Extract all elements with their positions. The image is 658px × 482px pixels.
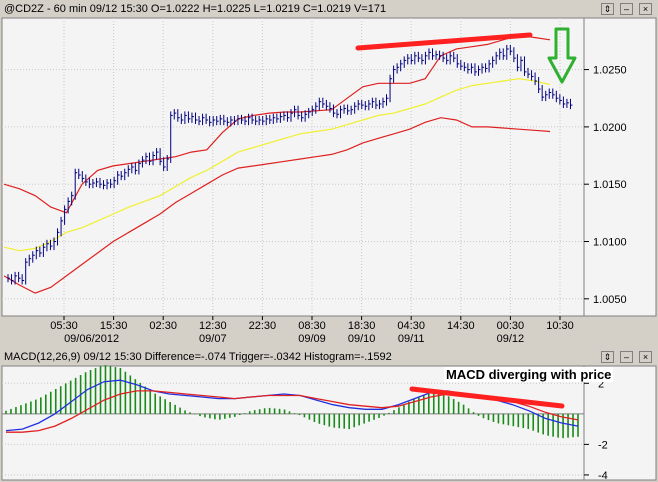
price-y-tick-label: 1.0200 xyxy=(593,122,627,134)
macd-y-tick-label: 2 xyxy=(598,378,604,390)
price-x-tick-label: 15:30 xyxy=(100,320,128,332)
price-bars xyxy=(7,44,573,285)
price-x-tick-label: 14:30 xyxy=(447,320,475,332)
price-x-date-label: 09/06/2012 xyxy=(64,333,119,345)
price-plot-area xyxy=(1,17,585,317)
price-x-tick-label: 05:30 xyxy=(50,320,78,332)
price-panel: @CD2Z - 60 min 09/12 15:30 O=1.0222 H=1.… xyxy=(1,3,657,345)
price-y-tick-label: 1.0050 xyxy=(593,294,627,306)
price-x-tick-label: 12:30 xyxy=(199,320,227,332)
price-annotations xyxy=(355,27,577,84)
price-x-date-label: 09/12 xyxy=(497,333,525,345)
macd-y-tick-label: -2 xyxy=(598,439,608,451)
macd-resize-button[interactable]: ⇕ xyxy=(601,351,614,363)
macd-chart: 2 -2 -4 xyxy=(1,365,657,482)
price-lower-band-line xyxy=(3,117,551,294)
price-x-tick-label: 18:30 xyxy=(348,320,376,332)
price-chart: 1.0250 1.0200 1.0150 1.0100 1.0050 05:30 15:3… xyxy=(1,17,657,345)
price-x-date-label: 09/11 xyxy=(398,333,425,345)
price-x-tick-label: 08:30 xyxy=(298,320,326,332)
macd-gridlines xyxy=(2,382,584,476)
price-y-tick-label: 1.0150 xyxy=(593,179,627,191)
macd-annotations xyxy=(409,386,565,409)
price-trendline-marker xyxy=(355,32,533,51)
price-x-date-label: 09/07 xyxy=(199,333,227,345)
price-y-tick-label: 1.0250 xyxy=(593,65,627,77)
macd-axis-area xyxy=(583,365,657,481)
price-chart-title: @CD2Z - 60 min 09/12 15:30 O=1.0222 H=1.… xyxy=(4,3,387,15)
price-x-ticks: 05:30 15:30 02:30 12:30 22:30 08:30 18:30 04:30… xyxy=(50,316,574,345)
macd-close-button[interactable]: × xyxy=(639,351,652,363)
price-bands xyxy=(3,34,551,294)
macd-divergence-marker xyxy=(409,386,565,409)
price-x-tick-label: 10:30 xyxy=(546,320,574,332)
price-upper-band-line xyxy=(3,34,551,214)
price-axis-area xyxy=(583,17,657,317)
down-arrow-icon xyxy=(547,27,577,84)
price-gridlines xyxy=(2,18,584,316)
macd-plot-area xyxy=(1,365,585,481)
macd-panel: MACD(12,26,9) 09/12 15:30 Difference=-.0… xyxy=(0,348,658,482)
price-x-date-label: 09/09 xyxy=(298,333,326,345)
price-x-tick-label: 00:30 xyxy=(497,320,525,332)
price-x-date-label: 09/10 xyxy=(348,333,376,345)
price-y-tick-label: 1.0100 xyxy=(593,237,627,249)
macd-chart-title: MACD(12,26,9) 09/12 15:30 Difference=-.0… xyxy=(4,351,392,363)
price-x-tick-label: 22:30 xyxy=(249,320,277,332)
macd-y-ticks: 2 -2 -4 xyxy=(584,378,608,482)
macd-minimize-button[interactable]: – xyxy=(620,351,633,363)
price-y-ticks: 1.0250 1.0200 1.0150 1.0100 1.0050 xyxy=(584,65,627,306)
price-middle-average-line xyxy=(3,78,551,252)
price-x-tick-label: 04:30 xyxy=(397,320,425,332)
price-x-tick-label: 02:30 xyxy=(149,320,177,332)
macd-divergence-annotation: MACD diverging with price xyxy=(444,367,614,382)
close-button[interactable]: × xyxy=(639,3,652,15)
macd-y-tick-label: -4 xyxy=(598,470,608,482)
minimize-button[interactable]: – xyxy=(620,3,633,15)
resize-button[interactable]: ⇕ xyxy=(601,3,614,15)
